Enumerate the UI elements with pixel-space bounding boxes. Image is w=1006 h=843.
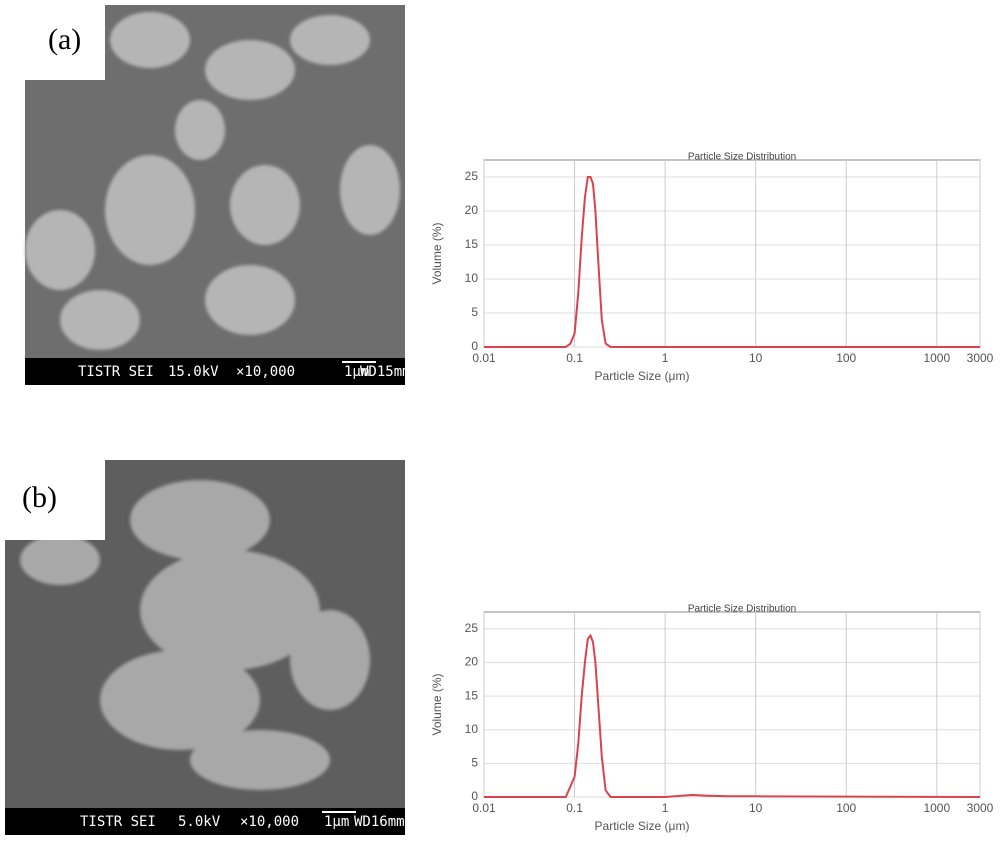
data-line: [484, 636, 980, 798]
figure: (a) (b) TISTR SEI 15.0kV ×10,000 1μm WD1…: [0, 0, 1006, 838]
sem-text: WD15mm: [360, 364, 411, 380]
sem-text: ×10,000: [236, 364, 295, 380]
x-tick-label: 3000: [967, 801, 994, 815]
sem-text: ×10,000: [240, 814, 299, 830]
sem-info-a: TISTR SEI 15.0kV ×10,000 1μm WD15mm: [78, 362, 411, 380]
panel-label: (a): [48, 23, 81, 56]
sem-text: 1μm: [324, 814, 349, 830]
sem-text: 15.0kV: [168, 364, 219, 380]
x-tick-label: 3000: [967, 351, 994, 365]
data-line: [484, 177, 980, 347]
x-tick-label: 1: [662, 351, 669, 365]
x-tick-label: 0.1: [566, 801, 583, 815]
y-tick-label: 20: [465, 203, 479, 217]
x-tick-label: 0.1: [566, 351, 583, 365]
y-tick-label: 10: [465, 271, 479, 285]
x-tick-label: 1000: [923, 351, 950, 365]
x-tick-label: 1: [662, 801, 669, 815]
page: (a) (b) TISTR SEI 15.0kV ×10,000 1μm WD1…: [0, 0, 1006, 843]
x-tick-label: 100: [836, 801, 856, 815]
sem-text: 5.0kV: [178, 814, 221, 830]
y-tick-label: 15: [465, 237, 479, 251]
sem-info-b: TISTR SEI 5.0kV ×10,000 1μm WD16mm: [80, 812, 405, 830]
sem-image-b: [0, 460, 405, 835]
y-tick-label: 20: [465, 655, 479, 669]
x-tick-label: 10: [749, 351, 763, 365]
panel-label: (b): [22, 481, 57, 514]
y-axis-label: Volume (%): [430, 222, 444, 284]
plot-frame: [484, 160, 980, 347]
sem-image-a: [0, 0, 405, 385]
y-tick-label: 15: [465, 688, 479, 702]
x-axis-label: Particle Size (μm): [595, 369, 690, 383]
x-tick-label: 1000: [923, 801, 950, 815]
y-tick-label: 5: [471, 305, 478, 319]
y-tick-label: 10: [465, 722, 479, 736]
y-tick-label: 25: [465, 621, 479, 635]
sem-text: TISTR SEI: [80, 814, 156, 830]
y-axis-label: Volume (%): [430, 673, 444, 735]
plot-frame: [484, 612, 980, 797]
x-tick-label: 0.01: [472, 801, 496, 815]
x-tick-label: 10: [749, 801, 763, 815]
x-axis-label: Particle Size (μm): [595, 819, 690, 833]
y-tick-label: 25: [465, 169, 479, 183]
sem-text: TISTR SEI: [78, 364, 154, 380]
x-tick-label: 100: [836, 351, 856, 365]
x-tick-label: 0.01: [472, 351, 496, 365]
y-tick-label: 5: [471, 756, 478, 770]
chart-title: Particle Size Distribution: [688, 152, 796, 163]
sem-text: WD16mm: [354, 814, 405, 830]
chart-title: Particle Size Distribution: [688, 604, 796, 615]
